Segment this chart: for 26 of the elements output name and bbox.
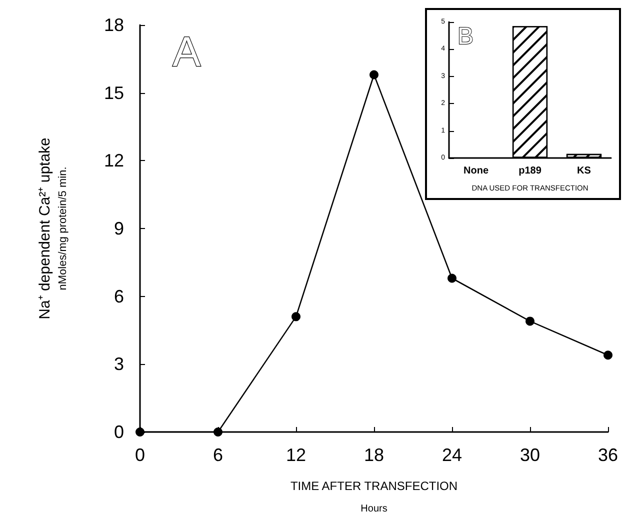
point bbox=[604, 350, 612, 360]
point bbox=[214, 428, 222, 436]
point bbox=[526, 316, 534, 326]
y-tick-label: 0 bbox=[114, 422, 124, 442]
y-tick-label: 9 bbox=[114, 218, 124, 238]
x-tick-label: 0 bbox=[134, 445, 146, 465]
x-axis-title: TIME AFTER TRANSFECTION Hours bbox=[290, 479, 458, 514]
x-tick-label: KS bbox=[577, 166, 592, 176]
y-tick-label: 15 bbox=[104, 82, 124, 103]
x-tick-label: p189 bbox=[518, 166, 542, 176]
annotation: A bbox=[172, 28, 201, 76]
x-tick-label: 36 bbox=[598, 445, 618, 465]
y-tick-label: 6 bbox=[114, 286, 124, 306]
x-tick-label: 30 bbox=[520, 445, 540, 465]
point bbox=[370, 70, 378, 80]
x-tick-label: 6 bbox=[212, 445, 224, 465]
x-tick-label: 18 bbox=[364, 445, 384, 465]
point bbox=[292, 312, 300, 322]
y-axis-title: Na⁺ dependent Ca²⁺ uptake nMoles/mg protein/5 min. bbox=[36, 138, 69, 320]
y-tick-label: 18 bbox=[104, 15, 124, 35]
x-tick-label: 12 bbox=[286, 445, 306, 465]
annotation: B bbox=[458, 23, 474, 50]
point bbox=[448, 274, 456, 283]
x-tick-label: None bbox=[464, 166, 489, 176]
x-tick-label: 24 bbox=[442, 445, 462, 465]
y-tick-label: 3 bbox=[114, 354, 124, 374]
